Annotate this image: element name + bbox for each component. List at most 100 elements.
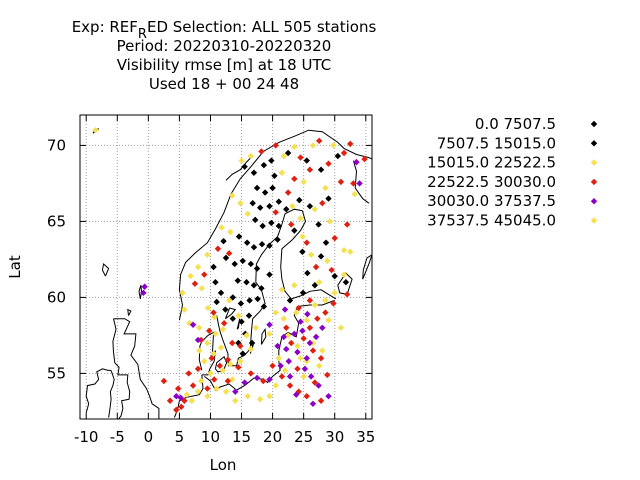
- station-point: [235, 312, 242, 319]
- y-axis-label: Lat: [6, 255, 24, 279]
- station-point: [188, 397, 196, 404]
- coastline-path: [280, 210, 337, 300]
- station-point: [297, 154, 304, 161]
- station-point: [274, 342, 281, 350]
- station-point: [283, 206, 290, 213]
- station-point: [174, 385, 182, 392]
- station-point: [280, 333, 287, 341]
- station-point: [247, 345, 255, 353]
- station-point: [311, 282, 319, 289]
- station-point: [208, 355, 215, 362]
- station-point: [291, 175, 298, 183]
- station-point: [291, 143, 298, 151]
- station-point: [220, 237, 227, 245]
- station-point: [309, 142, 317, 149]
- station-point: [245, 312, 253, 319]
- station-point: [217, 289, 225, 297]
- station-point: [210, 263, 217, 271]
- station-point: [250, 169, 258, 176]
- station-point: [201, 358, 208, 365]
- x-tick-label: 5: [175, 428, 185, 446]
- station-point: [237, 342, 244, 350]
- legend-marker: [590, 140, 598, 147]
- station-point: [253, 265, 261, 272]
- station-point: [220, 320, 228, 327]
- station-point: [201, 271, 208, 278]
- station-point: [247, 152, 255, 160]
- station-point: [288, 339, 295, 347]
- station-point: [340, 271, 348, 278]
- legend-marker: [590, 120, 598, 128]
- station-point: [266, 321, 273, 328]
- station-point: [241, 163, 248, 170]
- station-point: [317, 355, 325, 362]
- station-point: [212, 279, 219, 286]
- station-point: [250, 244, 258, 251]
- station-point: [178, 403, 185, 411]
- legend-label: 30030.0 37537.5: [427, 192, 556, 210]
- station-point: [293, 309, 300, 316]
- station-point: [196, 324, 203, 331]
- station-point: [244, 393, 251, 400]
- station-point: [325, 195, 332, 202]
- station-point: [307, 373, 315, 380]
- station-point: [311, 379, 319, 386]
- station-point: [254, 295, 261, 303]
- station-point: [243, 279, 250, 286]
- station-point: [239, 257, 246, 265]
- station-point: [337, 178, 345, 186]
- station-point: [291, 282, 298, 289]
- grid-lines: [80, 115, 372, 419]
- station-point: [301, 365, 309, 373]
- station-point: [269, 184, 276, 192]
- station-point: [350, 180, 357, 187]
- station-point: [216, 362, 223, 369]
- station-point: [239, 350, 246, 357]
- station-point: [347, 140, 354, 148]
- station-point: [194, 365, 202, 373]
- x-tick-label: -10: [74, 428, 99, 446]
- coastline-path: [236, 318, 241, 330]
- station-point: [280, 315, 287, 322]
- station-point: [259, 222, 266, 230]
- station-point: [286, 382, 294, 389]
- station-point: [309, 347, 317, 354]
- station-point: [229, 315, 237, 322]
- station-point: [283, 324, 290, 331]
- title-line-4: Used 18 + 00 24 48: [149, 75, 299, 93]
- station-point: [266, 393, 273, 400]
- x-tick-label: 10: [201, 428, 220, 446]
- title-line-3: Visibility rmse [m] at 18 UTC: [117, 56, 331, 74]
- station-point: [353, 158, 360, 166]
- station-point: [272, 382, 279, 389]
- title-line-1: Exp: REFRED Selection: ALL 505 stations: [72, 18, 377, 42]
- station-point: [261, 189, 269, 196]
- station-point: [300, 178, 307, 186]
- data-points: [92, 127, 368, 414]
- station-point: [191, 280, 199, 287]
- coastline-path: [108, 370, 115, 418]
- legend-marker: [590, 159, 598, 166]
- coastline-path: [85, 368, 112, 414]
- x-tick-label: -5: [110, 428, 125, 446]
- station-point: [194, 263, 202, 271]
- station-point: [229, 192, 236, 199]
- axis-ticks: -10 -5 0 5 10 15 20 25 30 35 55 60 65 70: [47, 115, 375, 446]
- station-point: [253, 374, 261, 382]
- station-point: [235, 233, 243, 240]
- station-point: [306, 324, 314, 331]
- station-point: [252, 216, 259, 224]
- station-point: [315, 137, 323, 145]
- station-point: [249, 199, 256, 207]
- station-point: [241, 379, 248, 386]
- station-point: [204, 304, 212, 312]
- station-point: [319, 324, 326, 331]
- station-point: [317, 397, 325, 404]
- station-point: [217, 344, 225, 351]
- station-point: [266, 242, 273, 249]
- station-point: [337, 324, 345, 331]
- station-point: [312, 333, 320, 341]
- station-point: [234, 277, 242, 284]
- station-point: [294, 348, 301, 356]
- station-point: [166, 397, 174, 404]
